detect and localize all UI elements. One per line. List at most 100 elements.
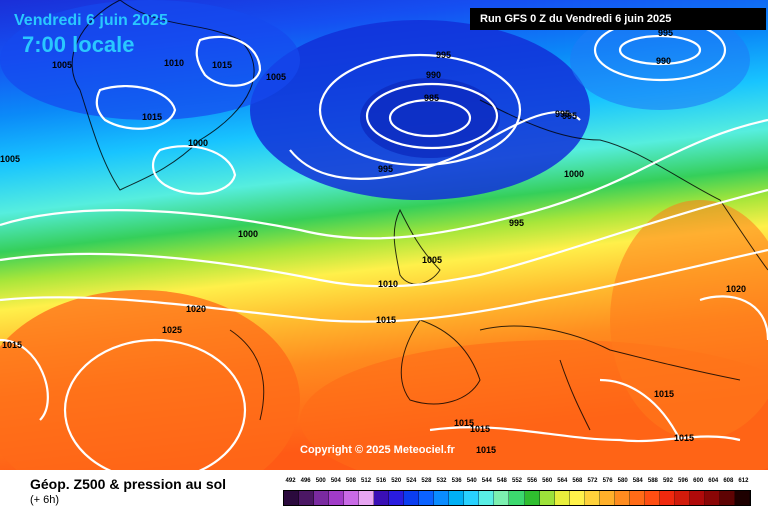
color-scale-label: 552 xyxy=(511,478,523,484)
color-scale-label: 604 xyxy=(708,478,719,484)
isobar-label: 990 xyxy=(656,56,671,66)
color-scale-swatch xyxy=(614,491,630,505)
isobar-label: 995 xyxy=(658,28,673,38)
isobar-label: 995 xyxy=(509,218,524,228)
color-scale-label: 580 xyxy=(617,478,628,484)
coastlines xyxy=(71,0,768,431)
legend-title: Géop. Z500 & pression au sol xyxy=(30,476,227,492)
isobars xyxy=(0,18,768,470)
color-scale-swatch xyxy=(434,491,450,505)
color-scale-label: 584 xyxy=(632,478,643,484)
color-scale-label: 504 xyxy=(330,478,341,484)
color-scale-label: 544 xyxy=(481,478,492,484)
color-scale-label: 600 xyxy=(693,478,704,484)
isobar-label: 990 xyxy=(426,70,441,80)
isobar-label: 1010 xyxy=(378,279,398,289)
color-scale-label: 492 xyxy=(285,478,296,484)
color-scale-label: 536 xyxy=(451,478,462,484)
color-scale-swatch xyxy=(494,491,510,505)
color-scale-swatch xyxy=(629,491,645,505)
color-scale-swatch xyxy=(374,491,390,505)
run-info-banner: Run GFS 0 Z du Vendredi 6 juin 2025 xyxy=(470,8,766,30)
isobar-label: 985 xyxy=(424,93,439,103)
forecast-local-time: 7:00 locale xyxy=(22,32,135,57)
color-scale-swatch xyxy=(479,491,495,505)
color-scale-label: 532 xyxy=(436,478,447,484)
color-scale-swatch xyxy=(719,491,735,505)
isobar-label: 1015 xyxy=(470,424,490,434)
isobar-label: 1015 xyxy=(674,433,694,443)
isobar-label: 1010 xyxy=(164,58,184,68)
isobar-label: 1025 xyxy=(162,325,182,335)
color-scale-swatch xyxy=(539,491,555,505)
color-scale-swatch xyxy=(569,491,585,505)
color-scale xyxy=(283,490,751,506)
isobar-label: 1015 xyxy=(454,418,474,428)
color-scale-label: 572 xyxy=(587,478,598,484)
isobar-label: 1015 xyxy=(654,389,674,399)
color-scale-swatch xyxy=(284,491,300,505)
color-scale-swatch xyxy=(674,491,690,505)
isobar-label: 1000 xyxy=(564,169,584,179)
copyright-notice: Copyright © 2025 Meteociel.fr xyxy=(300,444,455,456)
color-scale-swatch xyxy=(449,491,465,505)
color-scale-label: 592 xyxy=(662,478,673,484)
isobar-labels: 1005 1005 1010 1015 1005 995 990 985 995… xyxy=(0,28,746,455)
color-scale-label: 588 xyxy=(647,478,658,484)
isobar-label: 1000 xyxy=(238,229,258,239)
isobar-label: 1005 xyxy=(52,60,72,70)
color-scale-swatch xyxy=(404,491,420,505)
color-scale-label: 564 xyxy=(557,478,568,484)
color-scale-label: 568 xyxy=(572,478,583,484)
color-scale-swatch xyxy=(659,491,675,505)
isobar-label: 1015 xyxy=(376,315,396,325)
isobar-label: 1015 xyxy=(2,340,22,350)
color-scale-label: 512 xyxy=(361,478,372,484)
forecast-date: Vendredi 6 juin 2025 xyxy=(14,12,168,29)
color-scale-label: 524 xyxy=(406,478,417,484)
color-scale-label: 508 xyxy=(345,478,356,484)
color-scale-label: 612 xyxy=(738,478,749,484)
isobar-label: 1020 xyxy=(726,284,746,294)
color-scale-label: 496 xyxy=(300,478,311,484)
legend-subtitle: (+ 6h) xyxy=(30,494,60,506)
color-scale-label: 560 xyxy=(542,478,553,484)
isobar-label: 1000 xyxy=(188,138,208,148)
weather-map: 1005 1005 1010 1015 1005 995 990 985 995… xyxy=(0,0,768,470)
color-scale-label: 540 xyxy=(466,478,477,484)
color-scale-swatch xyxy=(359,491,375,505)
isobar-label: 1005 xyxy=(0,154,20,164)
color-scale-swatch xyxy=(524,491,540,505)
isobar-label: 995 xyxy=(562,111,577,121)
color-scale-swatch xyxy=(599,491,615,505)
color-scale-swatch xyxy=(509,491,525,505)
color-scale-label: 520 xyxy=(391,478,402,484)
color-scale-swatch xyxy=(464,491,480,505)
color-scale-label: 528 xyxy=(421,478,432,484)
color-scale-label: 556 xyxy=(527,478,538,484)
color-scale-swatch xyxy=(734,491,750,505)
color-scale-swatch xyxy=(689,491,705,505)
color-scale-label: 548 xyxy=(496,478,507,484)
color-scale-swatch xyxy=(314,491,330,505)
color-scale-swatch xyxy=(344,491,360,505)
color-scale-swatch xyxy=(704,491,720,505)
color-scale-swatch xyxy=(299,491,315,505)
color-scale-label: 500 xyxy=(315,478,326,484)
isobar-label: 995 xyxy=(378,164,393,174)
isobar-label: 995 xyxy=(555,109,570,119)
isobar-label: 1020 xyxy=(186,304,206,314)
isobar-label: 1015 xyxy=(212,60,232,70)
isobar-label: 1015 xyxy=(142,112,162,122)
color-scale-label: 608 xyxy=(723,478,734,484)
color-scale-label: 596 xyxy=(678,478,689,484)
color-scale-swatch xyxy=(389,491,405,505)
color-scale-swatch xyxy=(644,491,660,505)
color-scale-swatch xyxy=(419,491,435,505)
color-scale-swatch xyxy=(554,491,570,505)
isobar-label: 1005 xyxy=(422,255,442,265)
isobar-label: 1005 xyxy=(266,72,286,82)
color-scale-label: 516 xyxy=(376,478,387,484)
color-scale-swatch xyxy=(329,491,345,505)
isobar-label: 1015 xyxy=(476,445,496,455)
